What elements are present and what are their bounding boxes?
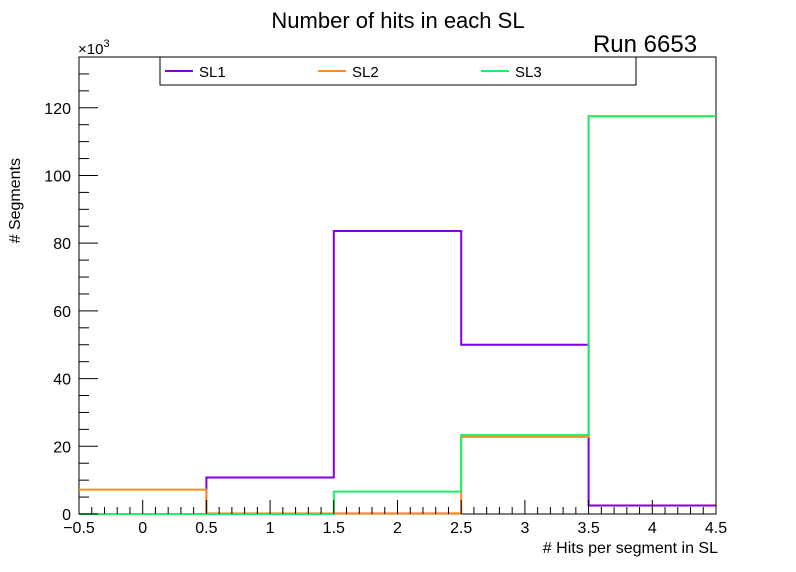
x-tick-label: 3.5 <box>577 520 599 537</box>
x-tick-label: 1 <box>266 520 275 537</box>
y-tick-label: 80 <box>53 236 71 253</box>
series-group <box>79 115 716 515</box>
series-sl3 <box>79 115 716 515</box>
y-axis-title: # Segments <box>7 158 24 243</box>
x-tick-label: −0.5 <box>63 520 95 537</box>
histogram-step-line <box>79 115 716 515</box>
x-tick-label: 0.5 <box>195 520 217 537</box>
x-axis-title: # Hits per segment in SL <box>543 540 718 557</box>
histogram-step-line <box>79 115 716 515</box>
series-sl2 <box>79 115 716 515</box>
y-exponent-label: ×103 <box>78 38 110 58</box>
x-tick-label: 1.5 <box>323 520 345 537</box>
histogram-step-line <box>79 229 716 515</box>
x-tick-label: 0 <box>138 520 147 537</box>
y-tick-label: 120 <box>44 101 71 118</box>
series-sl1 <box>79 229 716 515</box>
y-tick-label: 20 <box>53 439 71 456</box>
x-tick-label: 3 <box>520 520 529 537</box>
y-tick-label: 40 <box>53 372 71 389</box>
legend-label: SL1 <box>199 64 226 81</box>
x-tick-label: 2.5 <box>450 520 472 537</box>
y-tick-label: 0 <box>62 507 71 524</box>
y-tick-label: 60 <box>53 304 71 321</box>
chart-title: Number of hits in each SL <box>271 8 524 33</box>
run-label: Run 6653 <box>593 31 697 58</box>
legend-label: SL2 <box>352 64 379 81</box>
legend: SL1 SL2 SL3 <box>159 56 637 86</box>
legend-box <box>159 56 637 86</box>
plot-frame <box>78 56 717 515</box>
plot-area <box>78 56 717 515</box>
legend-label: SL3 <box>515 64 542 81</box>
x-tick-label: 4.5 <box>705 520 727 537</box>
x-tick-label: 4 <box>648 520 657 537</box>
x-tick-label: 2 <box>393 520 402 537</box>
y-tick-label: 100 <box>44 168 71 185</box>
